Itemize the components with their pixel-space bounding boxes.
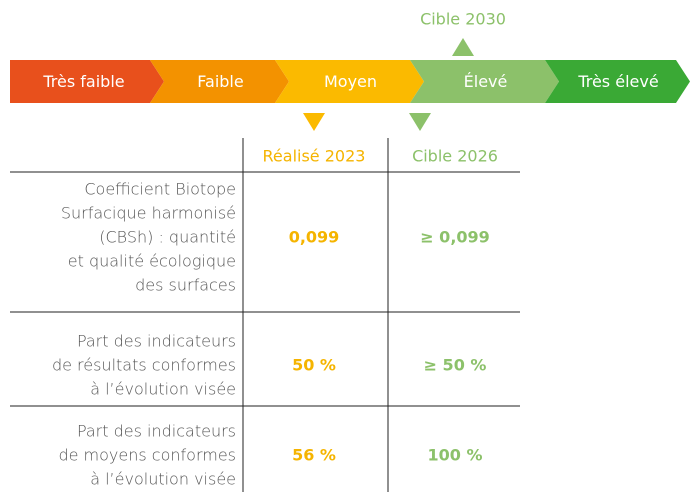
row-value: 100 % [428, 446, 483, 465]
target-2026-marker [409, 113, 431, 131]
row-label: à l’évolution visée [90, 470, 236, 489]
row-label: de moyens conformes [58, 446, 236, 465]
row-value: ≥ 0,099 [420, 228, 490, 247]
row-label: Part des indicateurs [77, 422, 236, 441]
row-label: Part des indicateurs [77, 332, 236, 351]
target-2030-marker [452, 38, 474, 56]
row-label: (CBSh) : quantité [99, 228, 236, 247]
scale-segment [10, 60, 164, 103]
actual-2023-marker [303, 113, 325, 131]
scale-label: Très faible [42, 72, 124, 91]
row-value: 0,099 [289, 228, 340, 247]
scale-segment [410, 60, 559, 103]
column-header: Réalisé 2023 [263, 147, 366, 166]
scale-segment [545, 60, 690, 103]
scale-label: Très élevé [577, 72, 658, 91]
row-value: 50 % [292, 356, 336, 375]
target-2030-label: Cible 2030 [420, 10, 506, 29]
row-value: 56 % [292, 446, 336, 465]
row-label: à l’évolution visée [90, 380, 236, 399]
column-header: Cible 2026 [412, 147, 498, 166]
row-label: Coefficient Biotope [84, 180, 236, 199]
scale-label: Élevé [464, 72, 508, 91]
row-label: des surfaces [135, 276, 236, 295]
scale-segment [275, 60, 424, 103]
row-label: et qualité écologique [68, 252, 236, 271]
scale-label: Faible [197, 72, 243, 91]
scale-label: Moyen [324, 72, 377, 91]
scale: Très faible Faible Moyen Élevé Très élevé [10, 60, 690, 103]
table: Réalisé 2023 Cible 2026 Coefficient Biot… [10, 138, 520, 492]
row-value: ≥ 50 % [424, 356, 487, 375]
row-label: Surfacique harmonisé [61, 204, 236, 223]
row-label: de résultats conformes [52, 356, 236, 375]
scale-segment [150, 60, 289, 103]
